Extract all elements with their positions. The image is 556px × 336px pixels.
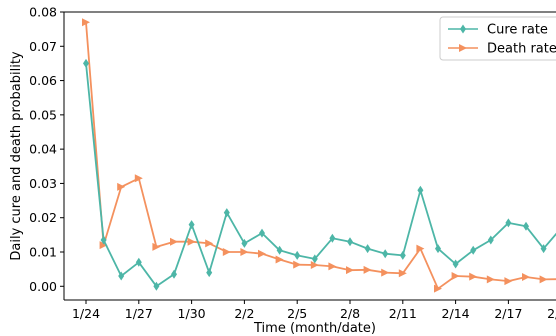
- data-point-triangle: [205, 239, 214, 248]
- legend-diamond-marker: [460, 24, 466, 34]
- data-point-diamond: [487, 235, 494, 245]
- data-point-diamond: [523, 221, 529, 231]
- data-point-triangle: [363, 265, 372, 274]
- data-point-diamond: [382, 249, 389, 259]
- data-point-diamond: [329, 233, 336, 243]
- data-point-diamond: [223, 208, 230, 218]
- x-tick-label: 1/24: [72, 306, 100, 321]
- data-point-diamond: [505, 218, 512, 228]
- data-point-diamond: [259, 228, 265, 238]
- x-tick-label: 1/30: [178, 306, 206, 321]
- data-point-triangle: [275, 255, 284, 264]
- data-point-triangle: [469, 272, 478, 281]
- data-point-triangle: [134, 174, 143, 183]
- data-point-triangle: [328, 262, 337, 271]
- data-point-triangle: [346, 266, 354, 275]
- data-point-diamond: [83, 58, 89, 68]
- y-tick-label: 0.04: [29, 142, 57, 157]
- x-tick-label: 1/27: [125, 306, 153, 321]
- data-point-triangle: [99, 241, 108, 250]
- x-axis-title: Time (month/date): [253, 321, 376, 336]
- data-point-diamond: [399, 250, 406, 260]
- y-tick-label: 0.07: [29, 39, 57, 54]
- data-point-diamond: [470, 245, 477, 255]
- series-line: [85, 22, 556, 290]
- y-tick-label: 0.05: [29, 107, 57, 122]
- x-tick-label: 2/11: [389, 306, 417, 321]
- data-point-diamond: [452, 259, 459, 269]
- data-point-triangle: [451, 272, 460, 280]
- data-point-triangle: [170, 237, 178, 246]
- data-point-diamond: [417, 185, 424, 195]
- legend-frame: [439, 16, 556, 61]
- data-point-diamond: [347, 237, 353, 247]
- data-point-triangle: [82, 18, 90, 27]
- data-point-diamond: [118, 271, 125, 281]
- data-point-diamond: [276, 245, 283, 255]
- data-point-diamond: [294, 250, 301, 260]
- series-cure-rate: [83, 58, 556, 291]
- y-tick-label: 0.03: [29, 176, 57, 191]
- x-tick-label: 2/8: [340, 306, 360, 321]
- plot-area: 1/24 1/27 1/30 2/2 2/5 2/8 2/11 2/14 2/17 2/20 0.…: [29, 5, 556, 321]
- data-point-triangle: [187, 237, 196, 246]
- legend-entry-cure-rate: Cure rate: [448, 23, 548, 38]
- x-axis-ticks: 1/24 1/27 1/30 2/2 2/5 2/8 2/11 2/14 2/17 2/20: [72, 300, 556, 321]
- data-point-diamond: [188, 220, 195, 230]
- series-layer: [82, 18, 556, 293]
- y-tick-label: 0.01: [29, 245, 57, 260]
- data-point-triangle: [310, 261, 319, 270]
- data-point-triangle: [222, 248, 231, 256]
- data-point-diamond: [153, 281, 160, 291]
- y-tick-label: 0.08: [29, 5, 57, 20]
- data-point-diamond: [435, 244, 441, 254]
- legend-triangle-marker: [459, 44, 467, 52]
- data-point-diamond: [241, 238, 248, 248]
- y-axis-title: Daily cure and death probability: [9, 51, 24, 261]
- x-tick-label: 2/2: [234, 306, 254, 321]
- legend-label: Death rate: [487, 42, 556, 57]
- data-point-triangle: [293, 260, 302, 269]
- x-tick-label: 2/20: [547, 306, 556, 321]
- data-point-triangle: [434, 284, 442, 293]
- data-point-triangle: [240, 248, 249, 256]
- y-tick-label: 0.00: [29, 279, 57, 294]
- legend: Cure rate Death rate: [439, 16, 556, 61]
- data-point-triangle: [504, 277, 513, 286]
- data-point-diamond: [135, 257, 142, 267]
- series-death-rate: [82, 18, 556, 293]
- x-tick-label: 2/17: [494, 306, 522, 321]
- data-point-triangle: [539, 275, 548, 284]
- y-tick-label: 0.06: [29, 73, 57, 88]
- data-point-triangle: [416, 244, 425, 253]
- data-point-diamond: [311, 254, 318, 264]
- x-tick-label: 2/14: [442, 306, 470, 321]
- data-point-triangle: [152, 242, 161, 251]
- y-tick-label: 0.02: [29, 210, 57, 225]
- data-point-triangle: [117, 182, 126, 191]
- data-point-triangle: [486, 275, 495, 284]
- data-point-triangle: [258, 249, 266, 258]
- data-point-diamond: [364, 244, 371, 254]
- data-point-diamond: [100, 235, 107, 245]
- data-point-diamond: [206, 268, 213, 278]
- x-tick-label: 2/5: [287, 306, 307, 321]
- y-axis-ticks: 0.00 0.01 0.02 0.03 0.04 0.05 0.06 0.07 0.08: [29, 5, 64, 294]
- data-point-triangle: [381, 268, 390, 277]
- data-point-triangle: [398, 269, 407, 278]
- legend-entry-death-rate: Death rate: [448, 42, 556, 57]
- legend-label: Cure rate: [487, 23, 548, 38]
- data-point-triangle: [522, 273, 530, 282]
- series-line: [85, 63, 556, 288]
- data-point-diamond: [540, 244, 547, 254]
- data-point-diamond: [171, 269, 177, 279]
